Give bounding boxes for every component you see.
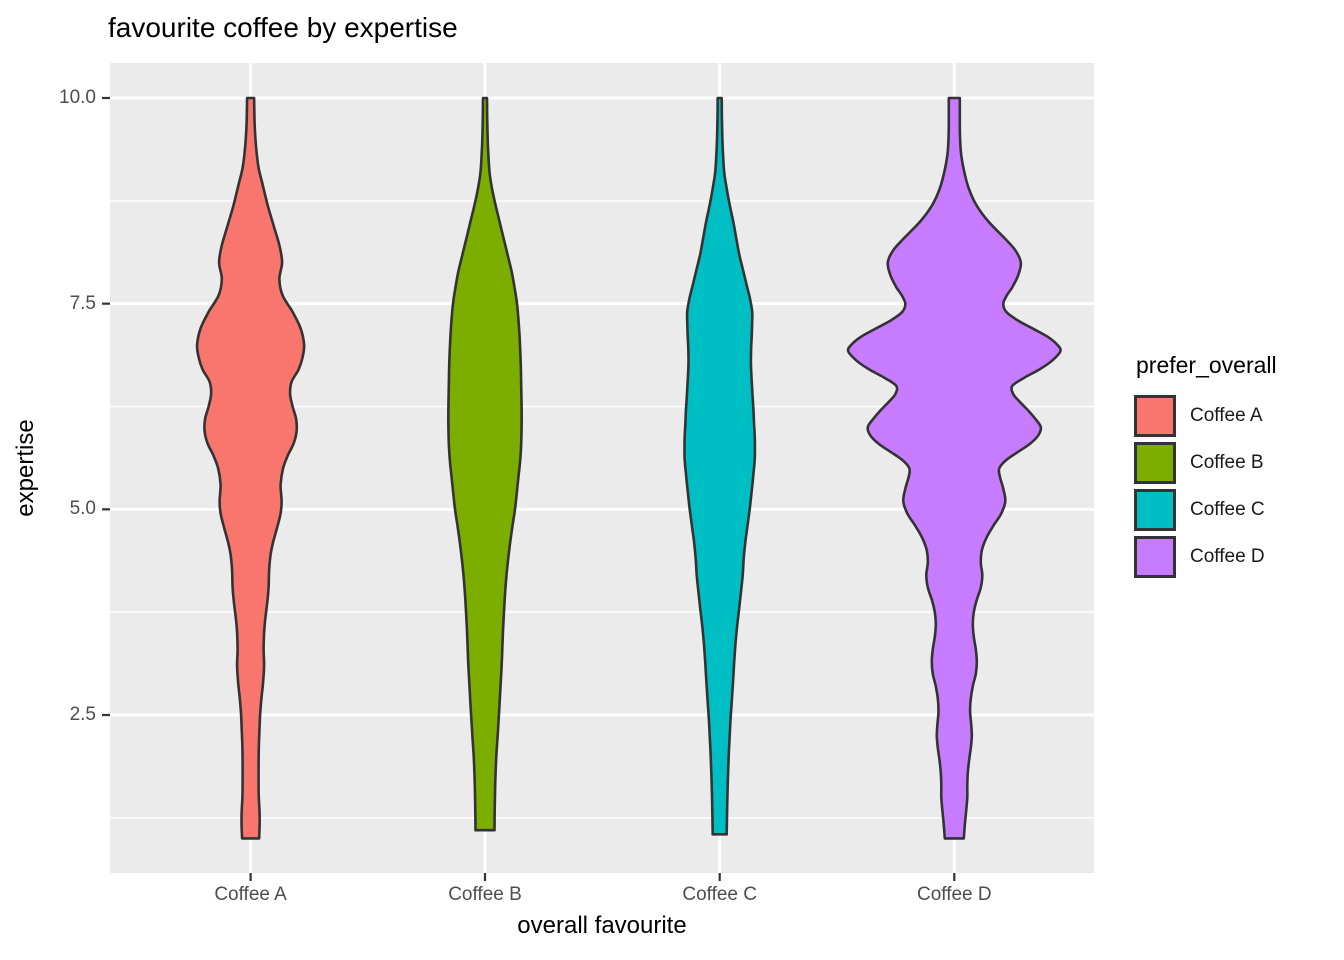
legend-items: Coffee A Coffee B Coffee C Coffee D xyxy=(1134,395,1277,578)
x-axis-title: overall favourite xyxy=(517,912,687,939)
legend-item: Coffee A xyxy=(1134,395,1277,437)
plot-title: favourite coffee by expertise xyxy=(108,12,458,43)
legend-item: Coffee C xyxy=(1134,489,1277,531)
legend-title: prefer_overall xyxy=(1136,352,1277,378)
y-axis-title: expertise xyxy=(12,419,39,517)
legend-item-label: Coffee D xyxy=(1190,546,1265,567)
x-tick-label: Coffee A xyxy=(214,884,287,905)
legend-item: Coffee D xyxy=(1134,536,1277,578)
violin-shape-coffee-b xyxy=(447,96,523,832)
legend-item: Coffee B xyxy=(1134,442,1277,484)
violin-shape-coffee-c xyxy=(683,96,757,836)
legend-swatch xyxy=(1134,489,1176,531)
x-tick-label: Coffee D xyxy=(916,884,992,905)
legend-item-label: Coffee C xyxy=(1190,499,1265,520)
y-tick-label: 7.5 xyxy=(69,292,96,314)
legend-item-label: Coffee A xyxy=(1190,405,1263,426)
x-tick-label: Coffee C xyxy=(682,884,757,905)
y-tick-label: 10.0 xyxy=(59,87,96,108)
legend-swatch xyxy=(1134,442,1176,484)
legend-swatch xyxy=(1134,536,1176,578)
x-tick-label: Coffee B xyxy=(448,884,522,905)
legend-item-label: Coffee B xyxy=(1190,452,1264,473)
y-tick-label: 5.0 xyxy=(69,498,96,520)
legend-swatch xyxy=(1134,395,1176,437)
violin-shape-coffee-d xyxy=(846,96,1062,840)
violin-shape-coffee-a xyxy=(195,96,306,840)
y-tick-label: 2.5 xyxy=(69,704,96,725)
